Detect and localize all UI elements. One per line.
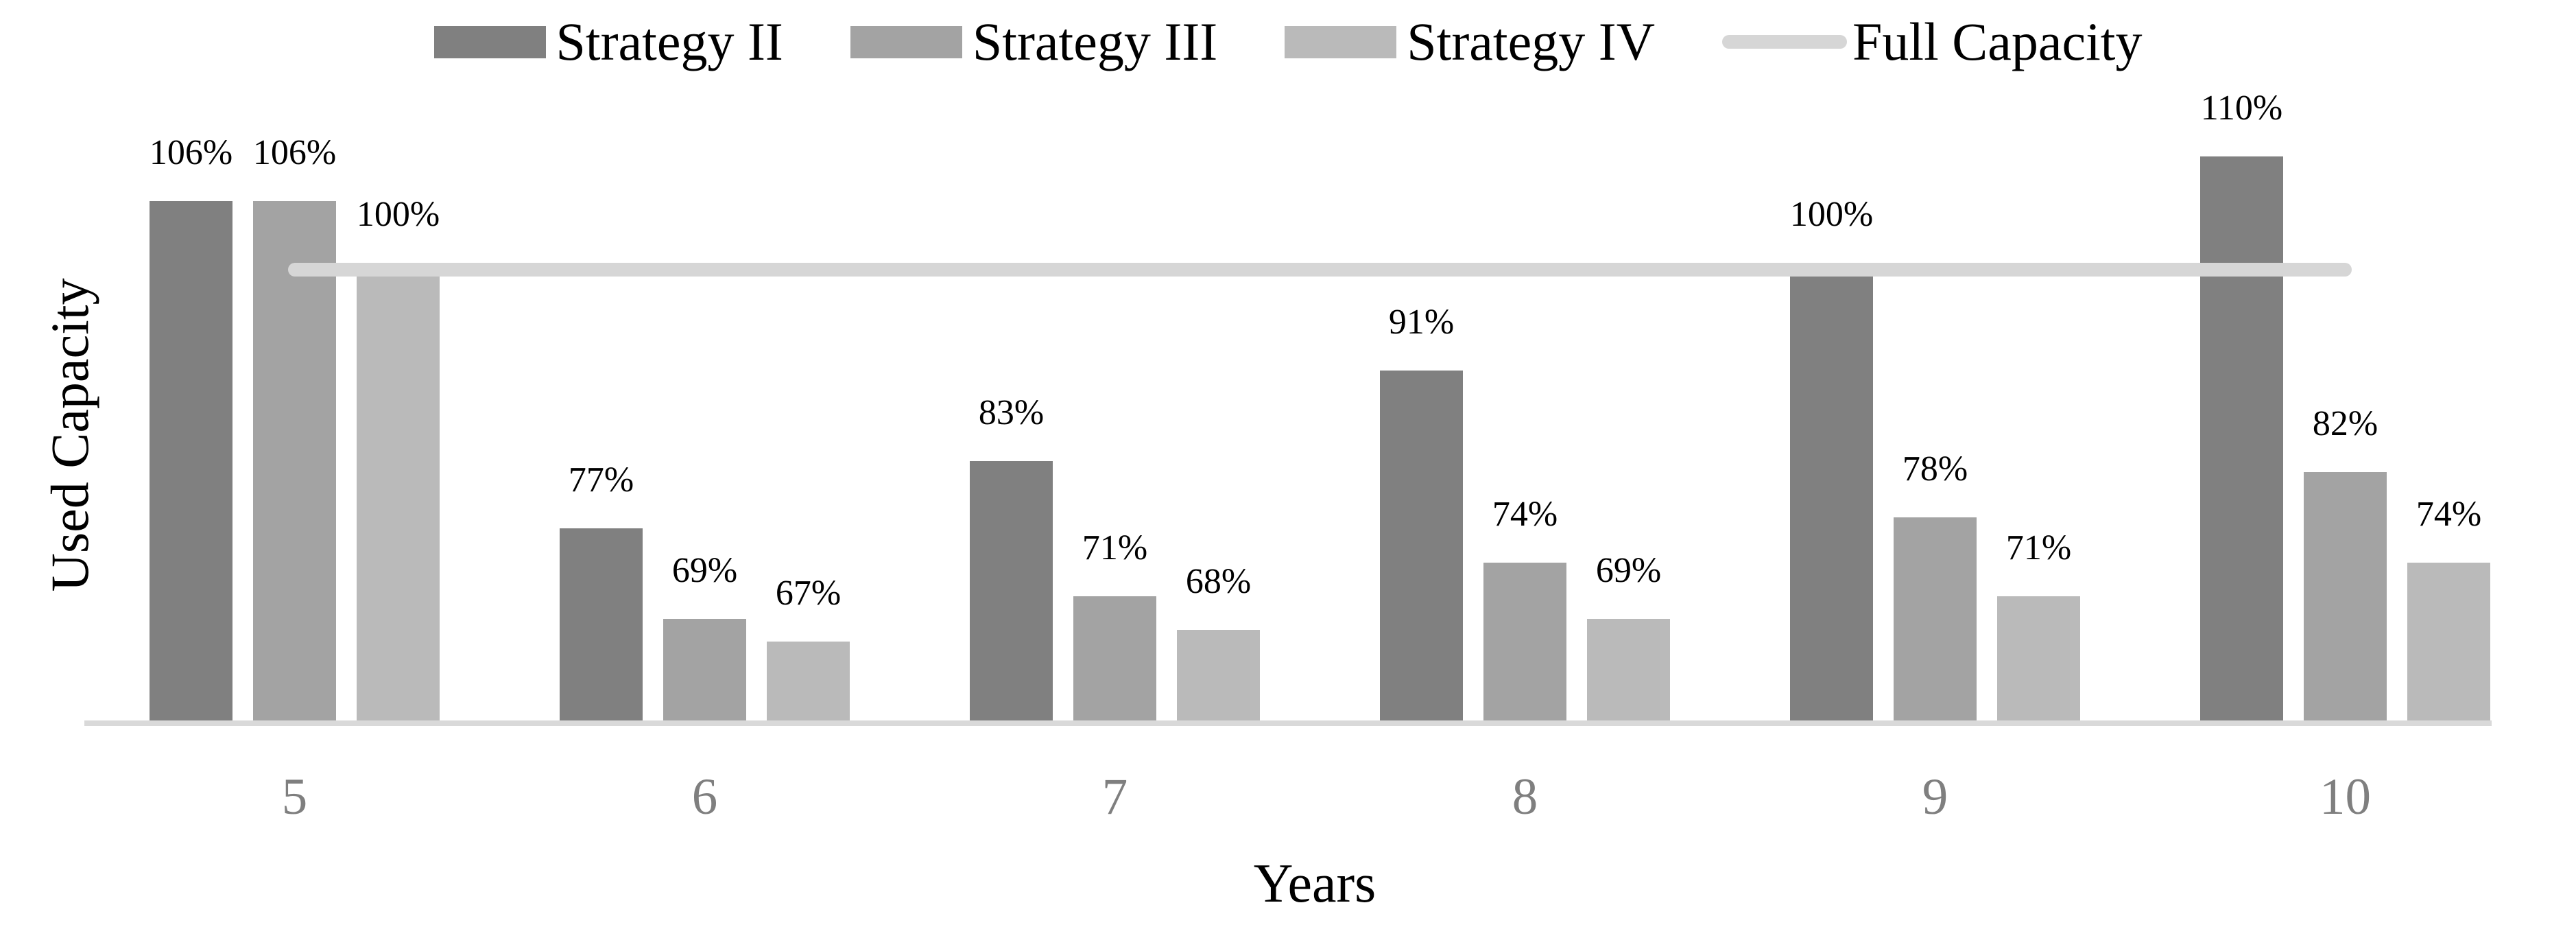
bar-strategy-ii-year-5 [150,201,232,720]
x-axis-line [84,720,2492,726]
data-label-strategy-iii-year-7: 71% [1082,528,1148,568]
bar-strategy-ii-year-8 [1380,371,1463,720]
data-label-strategy-ii-year-8: 91% [1388,303,1455,342]
legend-item-strategy-ii: Strategy II [433,12,783,71]
x-tick-year-9: 9 [1922,768,1948,825]
bar-strategy-ii-year-7 [970,460,1053,720]
bar-strategy-iv-year-5 [357,269,440,720]
data-label-strategy-iv-year-9: 71% [2005,528,2072,568]
data-label-strategy-ii-year-6: 77% [568,460,634,500]
legend: Strategy II Strategy III Strategy IV Full C… [0,0,2576,84]
x-tick-year-8: 8 [1512,768,1538,825]
data-label-strategy-ii-year-9: 100% [1789,195,1874,234]
bar-strategy-iv-year-6 [767,641,850,720]
legend-swatch-full-capacity [1722,35,1848,49]
legend-label-full-capacity: Full Capacity [1852,12,2143,71]
full-capacity-reference-line [288,263,2352,277]
bar-strategy-iii-year-5 [253,201,336,720]
bar-strategy-ii-year-6 [560,528,643,720]
bar-strategy-ii-year-9 [1790,269,1873,720]
data-label-strategy-iii-year-8: 74% [1492,494,1558,534]
legend-item-strategy-iv: Strategy IV [1285,15,1655,69]
x-tick-year-7: 7 [1101,768,1128,825]
legend-label-strategy-iv: Strategy IV [1407,12,1656,71]
data-label-strategy-iii-year-6: 69% [671,550,738,590]
data-label-strategy-ii-year-10: 110% [2200,88,2283,128]
legend-item-strategy-iii: Strategy III [850,15,1217,69]
legend-swatch-strategy-ii [433,25,546,58]
x-tick-year-10: 10 [2319,768,2371,825]
legend-label-strategy-ii: Strategy II [556,12,783,71]
data-label-strategy-iv-year-10: 74% [2416,494,2482,534]
data-label-strategy-iii-year-10: 82% [2312,404,2378,444]
bar-strategy-iii-year-6 [663,618,746,720]
data-label-strategy-iv-year-5: 100% [356,195,440,234]
legend-swatch-strategy-iv [1285,25,1397,58]
bar-strategy-iii-year-7 [1073,596,1156,720]
data-label-strategy-iv-year-7: 68% [1185,562,1252,602]
data-label-strategy-iv-year-8: 69% [1595,550,1662,590]
bar-strategy-iii-year-8 [1483,562,1566,720]
data-label-strategy-iv-year-6: 67% [775,573,842,613]
x-tick-year-5: 5 [281,768,308,825]
legend-swatch-strategy-iii [850,25,962,58]
bar-strategy-iv-year-7 [1177,630,1260,720]
bar-strategy-iv-year-9 [1997,596,2080,720]
bar-strategy-iii-year-9 [1894,517,1977,720]
x-tick-year-6: 6 [691,768,718,825]
y-axis-title: Used Capacity [40,278,99,592]
data-label-strategy-iii-year-5: 106% [252,133,337,173]
bar-strategy-iv-year-10 [2407,562,2490,720]
bar-strategy-ii-year-10 [2200,156,2283,720]
bar-strategy-iii-year-10 [2304,472,2387,720]
bar-strategy-iv-year-8 [1587,618,1670,720]
x-axis-title: Years [1253,854,1376,914]
data-label-strategy-ii-year-7: 83% [978,392,1045,432]
data-label-strategy-ii-year-5: 106% [149,133,233,173]
legend-item-full-capacity: Full Capacity [1722,15,2142,69]
data-label-strategy-iii-year-9: 78% [1902,449,1968,489]
legend-label-strategy-iii: Strategy III [972,12,1218,71]
